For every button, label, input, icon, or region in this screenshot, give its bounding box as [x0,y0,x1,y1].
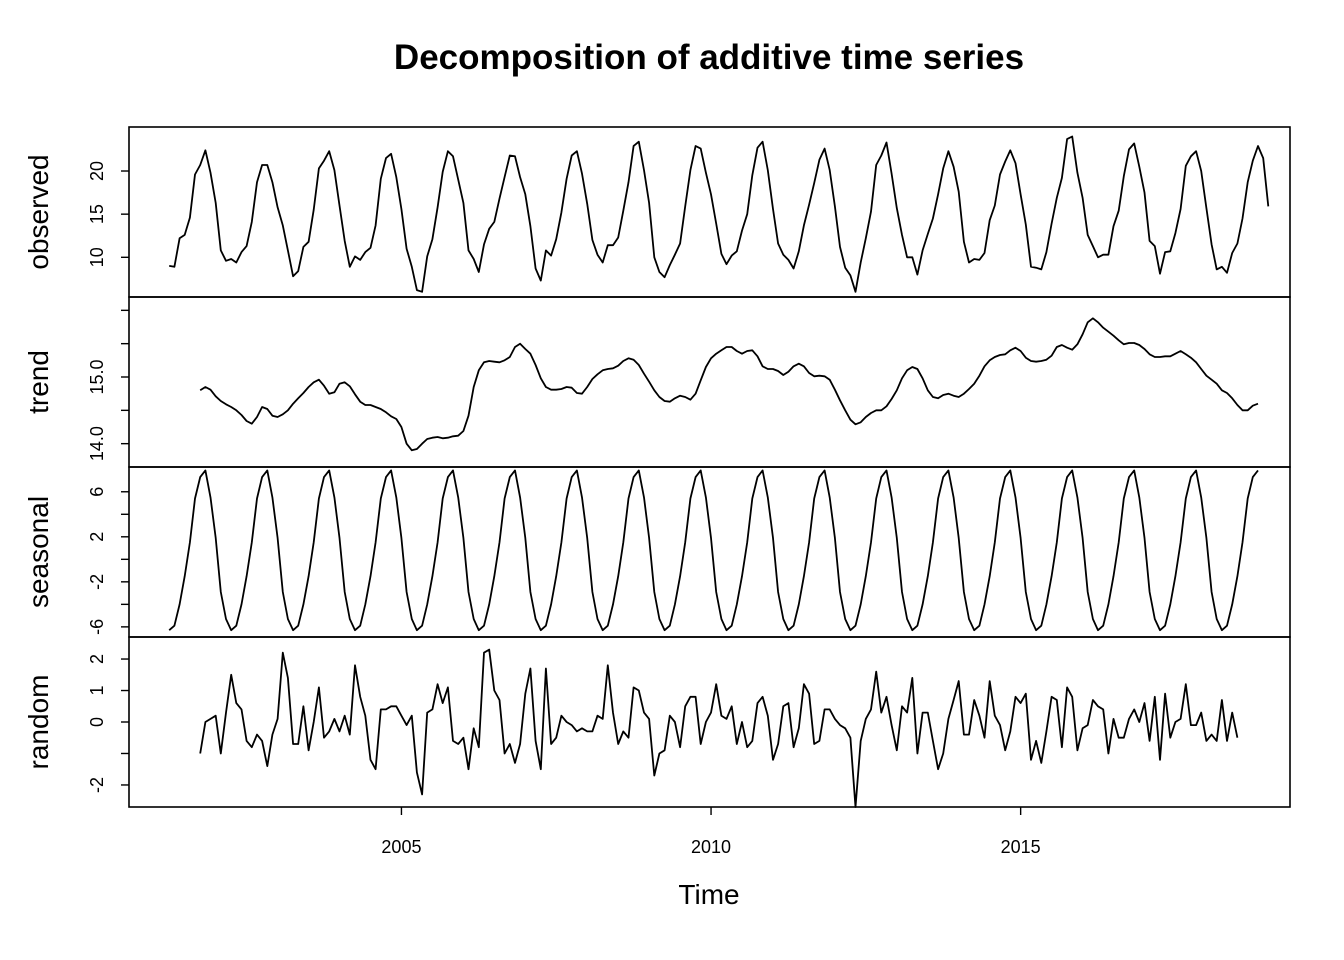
y-axis-label-observed: observed [23,154,54,269]
panel-frame-random [128,636,1291,808]
x-axis: 2005 2010 2015 [381,807,1041,857]
panel-frame-seasonal [128,466,1291,638]
panel-frame-trend [128,296,1291,468]
x-axis-label: Time [678,879,739,910]
y-tick-label-seasonal: -6 [87,619,107,635]
y-tick-label-seasonal: 2 [87,532,107,542]
y-tick-label-observed: 15 [87,204,107,224]
panels: observed 101520trend14.015.0seasonal-6-22… [23,126,1291,808]
y-tick-label-seasonal: 6 [87,487,107,497]
chart-title: Decomposition of additive time series [394,38,1024,77]
series-line-trend [199,317,1259,452]
x-tick-label: 2010 [691,837,731,857]
series-line-seasonal [168,469,1259,632]
y-axis-label-random: random [23,675,54,770]
y-axis-label-seasonal: seasonal [23,496,54,608]
y-axis-label-trend: trend [23,350,54,414]
panel-random: random -2 0 1 2 [23,636,1291,808]
panel-trend: trend 14.0 15.0 [23,296,1291,468]
panel-seasonal: seasonal -6 -2 2 6 [23,466,1291,638]
y-tick-label-random: -2 [87,777,107,793]
y-tick-label-observed: 10 [87,247,107,267]
y-tick-label-random: 1 [87,686,107,696]
y-tick-label-random: 0 [87,717,107,727]
x-tick-label: 2015 [1001,837,1041,857]
series-line-observed [169,135,1270,293]
y-tick-label-seasonal: -2 [87,574,107,590]
x-tick-label: 2005 [381,837,421,857]
y-tick-label-observed: 20 [87,161,107,181]
panel-frame-observed [128,126,1291,298]
series-line-random [199,648,1239,808]
panel-observed: observed 10 15 20 [23,126,1291,298]
y-tick-label-trend: 15.0 [87,359,107,394]
y-tick-label-trend: 14.0 [87,426,107,461]
y-tick-label-random: 2 [87,654,107,664]
